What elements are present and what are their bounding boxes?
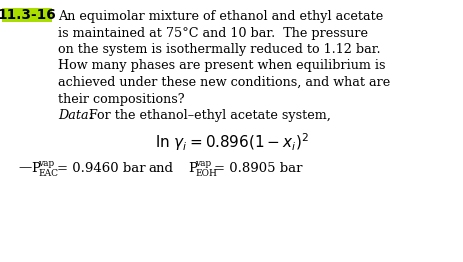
Text: P: P [31, 161, 40, 174]
Text: is maintained at 75°C and 10 bar.  The pressure: is maintained at 75°C and 10 bar. The pr… [58, 26, 368, 40]
Text: For the ethanol–ethyl acetate system,: For the ethanol–ethyl acetate system, [85, 109, 331, 122]
Text: $\mathrm{ln}\ \gamma_i = 0.896(1 - x_i)^2$: $\mathrm{ln}\ \gamma_i = 0.896(1 - x_i)^… [155, 132, 309, 153]
Text: achieved under these new conditions, and what are: achieved under these new conditions, and… [58, 76, 390, 89]
Text: and: and [148, 161, 173, 174]
Text: vap: vap [195, 159, 211, 167]
FancyBboxPatch shape [2, 8, 52, 22]
Text: EAC: EAC [38, 168, 58, 177]
Text: = 0.9460 bar: = 0.9460 bar [57, 161, 146, 174]
Text: An equimolar mixture of ethanol and ethyl acetate: An equimolar mixture of ethanol and ethy… [58, 10, 383, 23]
Text: = 0.8905 bar: = 0.8905 bar [214, 161, 302, 174]
Text: How many phases are present when equilibrium is: How many phases are present when equilib… [58, 59, 386, 73]
Text: EOH: EOH [195, 168, 217, 177]
Text: vap: vap [38, 159, 54, 167]
Text: —: — [18, 161, 31, 174]
Text: 11.3-16: 11.3-16 [0, 8, 56, 22]
Text: P: P [188, 161, 197, 174]
Text: on the system is isothermally reduced to 1.12 bar.: on the system is isothermally reduced to… [58, 43, 381, 56]
Text: Data:: Data: [58, 109, 93, 122]
Text: their compositions?: their compositions? [58, 92, 185, 106]
